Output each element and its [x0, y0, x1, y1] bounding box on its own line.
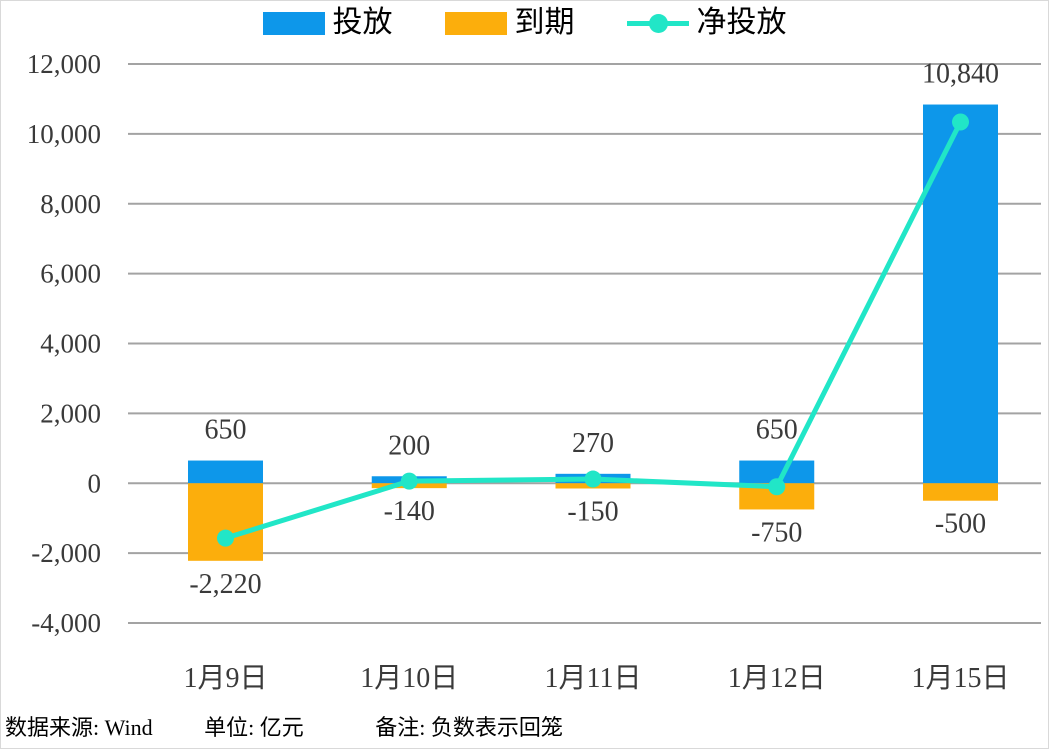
chart-legend: 投放 到期 净投放	[1, 3, 1048, 43]
data-label-投放-0: 650	[205, 415, 247, 446]
y-tick-label: 10,000	[27, 119, 101, 149]
release-swatch-icon	[262, 11, 325, 35]
bar-投放-0	[188, 460, 263, 484]
x-axis-label-3: 1月12日	[728, 663, 826, 694]
bar-投放-3	[739, 460, 815, 484]
net-point-2	[584, 470, 602, 488]
x-axis-label-1: 1月10日	[360, 663, 458, 694]
bar-投放-4	[923, 104, 998, 484]
data-label-到期-3: -750	[751, 517, 802, 548]
data-label-投放-3: 650	[756, 415, 798, 446]
net-point-3	[768, 478, 786, 496]
net-line-swatch-icon	[626, 12, 689, 35]
y-tick-label: 0	[88, 468, 102, 498]
legend-item-net: 净投放	[626, 6, 787, 39]
data-label-投放-4: 10,840	[922, 59, 999, 90]
x-axis-label-2: 1月11日	[545, 663, 642, 694]
chart-footnote: 数据来源: Wind 单位: 亿元 备注: 负数表示回笼	[5, 710, 563, 742]
net-point-0	[217, 529, 234, 547]
data-label-投放-2: 270	[572, 428, 614, 459]
data-label-到期-1: -140	[384, 496, 435, 527]
remark-note: 备注: 负数表示回笼	[375, 715, 563, 740]
bar-到期-0	[188, 483, 263, 561]
y-tick-label: 12,000	[27, 49, 101, 79]
y-tick-label: 4,000	[40, 329, 101, 359]
legend-label-release: 投放	[332, 6, 393, 39]
legend-item-maturity: 到期	[444, 6, 575, 39]
x-axis-label-4: 1月15日	[911, 663, 1009, 694]
maturity-swatch-icon	[444, 11, 507, 35]
data-label-到期-4: -500	[935, 509, 986, 540]
legend-label-maturity: 到期	[514, 6, 575, 39]
y-tick-label: 6,000	[40, 259, 101, 289]
y-tick-label: -2,000	[31, 538, 101, 568]
data-label-到期-2: -150	[567, 496, 618, 527]
data-label-到期-0: -2,220	[189, 569, 261, 600]
legend-label-net: 净投放	[696, 6, 787, 39]
bar-到期-4	[923, 483, 998, 501]
y-tick-label: 2,000	[40, 398, 101, 428]
unit-note: 单位: 亿元	[204, 715, 304, 740]
y-tick-label: 8,000	[40, 189, 101, 219]
data-label-投放-1: 200	[388, 430, 430, 461]
x-axis-label-0: 1月9日	[183, 663, 267, 694]
net-point-4	[952, 113, 969, 131]
data-source-note: 数据来源: Wind	[5, 715, 153, 740]
legend-item-release: 投放	[262, 6, 393, 39]
net-point-1	[400, 472, 418, 490]
y-tick-label: -4,000	[31, 608, 101, 638]
